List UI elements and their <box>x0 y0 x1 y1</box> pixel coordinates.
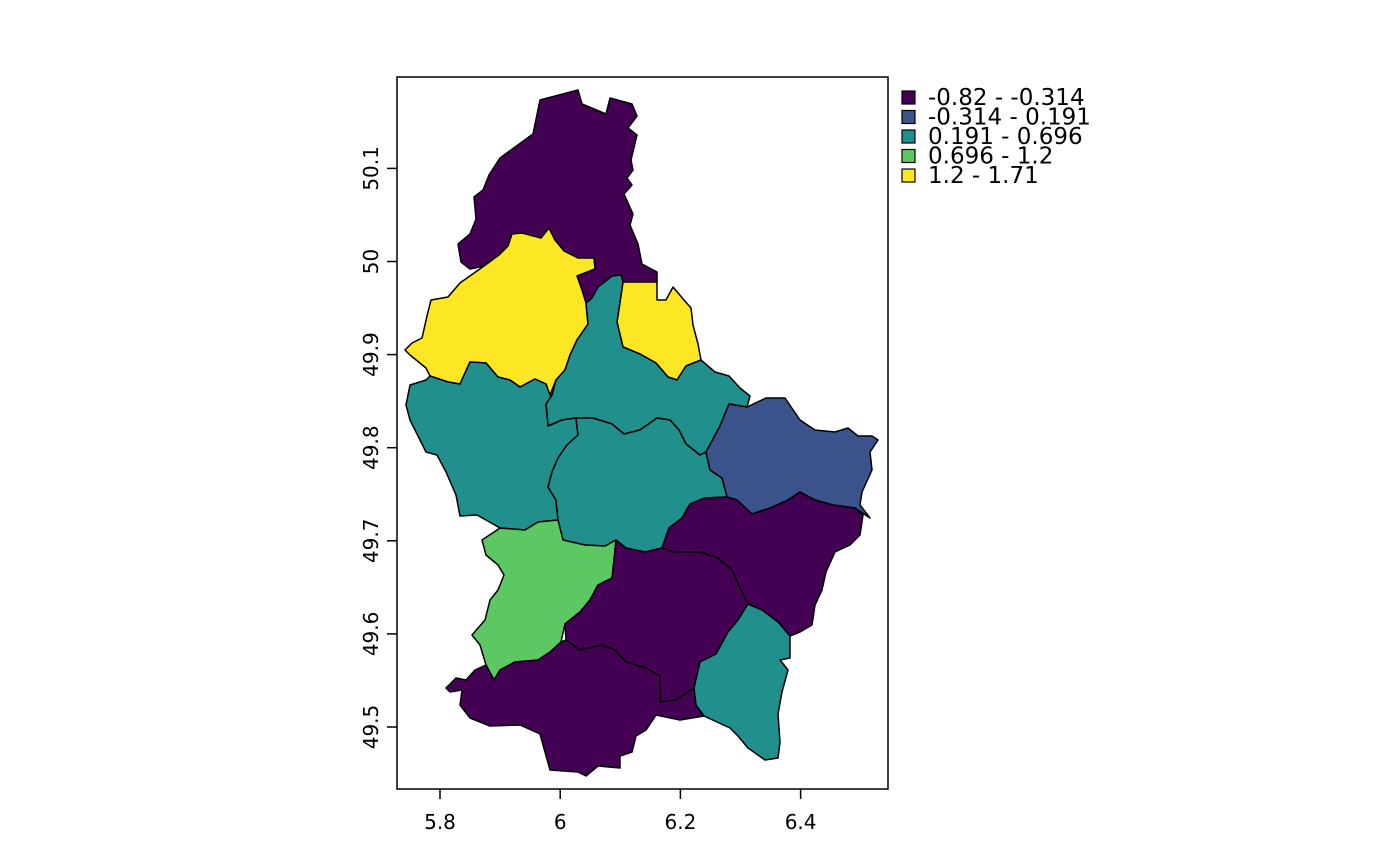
legend-swatch <box>901 90 916 105</box>
legend-swatch <box>901 129 916 144</box>
map-regions <box>404 89 879 777</box>
legend-label: 1.2 - 1.71 <box>928 163 1039 189</box>
legend-swatch <box>901 148 916 164</box>
y-axis: 49.5 49.6 49.7 49.8 49.9 50 50.1 <box>359 146 397 749</box>
plot-frame <box>396 76 889 790</box>
legend-swatch <box>901 168 916 183</box>
x-tick-label: 6.4 <box>785 810 817 834</box>
y-tick-label: 50.1 <box>359 146 383 191</box>
y-tick-label: 49.5 <box>359 705 383 750</box>
legend-label: 0.191 - 0.696 <box>928 124 1083 150</box>
y-tick-label: 50 <box>359 249 383 274</box>
x-tick-label: 6 <box>554 810 567 834</box>
region-east <box>705 397 879 519</box>
legend-swatch <box>901 109 916 125</box>
y-tick-label: 49.8 <box>359 425 383 470</box>
legend-label: -0.82 - -0.314 <box>928 85 1085 111</box>
y-tick-label: 49.9 <box>359 332 383 377</box>
legend-label: -0.314 - 0.191 <box>928 105 1091 131</box>
x-axis: 5.8 6 6.2 6.4 <box>424 789 817 834</box>
x-tick-label: 5.8 <box>424 810 456 834</box>
y-tick-label: 49.7 <box>359 519 383 564</box>
legend-label: 0.696 - 1.2 <box>928 144 1053 170</box>
region-southeast-small <box>693 603 791 761</box>
x-tick-label: 6.2 <box>664 810 696 834</box>
y-tick-label: 49.6 <box>359 612 383 657</box>
